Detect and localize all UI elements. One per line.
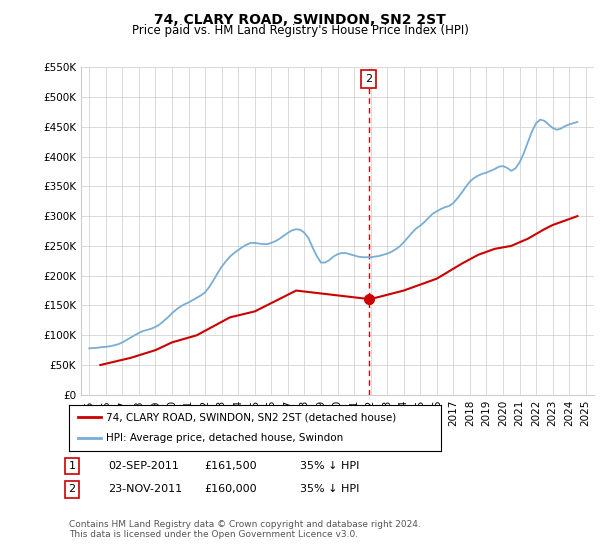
Text: Contains HM Land Registry data © Crown copyright and database right 2024.
This d: Contains HM Land Registry data © Crown c… [69,520,421,539]
Text: 23-NOV-2011: 23-NOV-2011 [108,484,182,494]
Text: 2: 2 [365,74,373,84]
Text: £161,500: £161,500 [204,461,257,471]
Text: 2: 2 [68,484,76,494]
Text: 74, CLARY ROAD, SWINDON, SN2 2ST (detached house): 74, CLARY ROAD, SWINDON, SN2 2ST (detach… [106,412,397,422]
Text: Price paid vs. HM Land Registry's House Price Index (HPI): Price paid vs. HM Land Registry's House … [131,24,469,37]
Text: 35% ↓ HPI: 35% ↓ HPI [300,461,359,471]
Text: 35% ↓ HPI: 35% ↓ HPI [300,484,359,494]
Text: HPI: Average price, detached house, Swindon: HPI: Average price, detached house, Swin… [106,433,343,444]
Text: 02-SEP-2011: 02-SEP-2011 [108,461,179,471]
Text: 74, CLARY ROAD, SWINDON, SN2 2ST: 74, CLARY ROAD, SWINDON, SN2 2ST [154,13,446,27]
Text: 1: 1 [68,461,76,471]
Text: £160,000: £160,000 [204,484,257,494]
